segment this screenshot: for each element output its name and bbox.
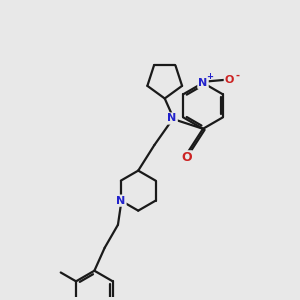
Text: O: O — [225, 75, 234, 85]
Text: O: O — [182, 151, 192, 164]
Text: N: N — [116, 196, 125, 206]
Text: N: N — [198, 78, 208, 88]
Text: +: + — [206, 72, 213, 81]
Text: N: N — [167, 113, 177, 124]
Text: -: - — [236, 70, 240, 80]
